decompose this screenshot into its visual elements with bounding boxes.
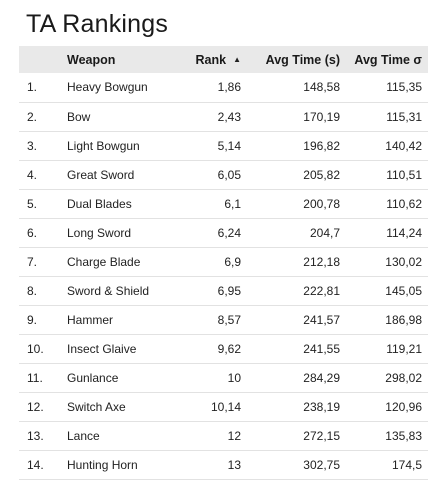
column-header-rank-label: Rank [195, 52, 227, 67]
cell-index: 13. [27, 428, 44, 443]
cell-rank: 8,57 [217, 312, 241, 327]
cell-weapon: Sword & Shield [67, 283, 150, 298]
cell-avg-time: 241,55 [303, 341, 340, 356]
table-row: 9. Hammer 8,57 241,57 186,98 [19, 305, 428, 334]
cell-rank: 10,14 [210, 399, 241, 414]
cell-index: 8. [27, 283, 38, 298]
cell-index: 11. [27, 370, 43, 385]
cell-rank: 13 [227, 457, 241, 472]
table-row: 1. Heavy Bowgun 1,86 148,58 115,35 [19, 73, 428, 102]
cell-avg-time: 302,75 [303, 457, 340, 472]
cell-weapon: Great Sword [67, 167, 135, 182]
cell-avg-time-sigma: 110,62 [386, 196, 422, 211]
cell-index: 7. [27, 254, 38, 269]
cell-rank: 6,95 [217, 283, 241, 298]
cell-index: 12. [27, 399, 44, 414]
table-row: 14. Hunting Horn 13 302,75 174,5 [19, 450, 428, 479]
cell-rank: 2,43 [217, 109, 241, 124]
column-header-rank[interactable]: Rank ▲ [157, 46, 247, 73]
cell-avg-time-sigma: 119,21 [386, 341, 422, 356]
cell-rank: 6,1 [224, 196, 241, 211]
cell-index: 2. [27, 109, 38, 124]
cell-avg-time: 272,15 [303, 428, 340, 443]
cell-rank: 1,86 [217, 80, 241, 95]
table-row: 12. Switch Axe 10,14 238,19 120,96 [19, 392, 428, 421]
cell-index: 6. [27, 225, 38, 240]
cell-avg-time: 212,18 [303, 254, 340, 269]
cell-weapon: Hunting Horn [67, 457, 138, 472]
cell-avg-time: 196,82 [303, 138, 340, 153]
rankings-table: Weapon Rank ▲ Avg Time (s) Avg Time σ 1. H… [19, 46, 428, 480]
cell-weapon: Heavy Bowgun [67, 80, 148, 95]
table-row: 2. Bow 2,43 170,19 115,31 [19, 102, 428, 131]
cell-index: 10. [27, 341, 44, 356]
cell-avg-time-sigma: 110,51 [386, 167, 422, 182]
cell-avg-time-sigma: 120,96 [385, 399, 422, 414]
cell-rank: 10 [227, 370, 241, 385]
column-header-avg-time-sigma[interactable]: Avg Time σ [354, 52, 422, 67]
cell-weapon: Bow [67, 109, 91, 124]
table-body: 1. Heavy Bowgun 1,86 148,58 115,35 2. Bow 2,43 1… [19, 73, 428, 479]
cell-weapon: Dual Blades [67, 196, 132, 211]
cell-avg-time: 204,7 [309, 225, 340, 240]
column-header-index [19, 46, 59, 73]
cell-index: 14. [27, 457, 44, 472]
cell-avg-time-sigma: 135,83 [385, 428, 422, 443]
table-header-row: Weapon Rank ▲ Avg Time (s) Avg Time σ [19, 46, 428, 73]
cell-rank: 5,14 [217, 138, 241, 153]
cell-weapon: Charge Blade [67, 254, 141, 269]
table-row: 8. Sword & Shield 6,95 222,81 145,05 [19, 276, 428, 305]
cell-weapon: Light Bowgun [67, 138, 140, 153]
cell-index: 9. [27, 312, 38, 327]
table-row: 10. Insect Glaive 9,62 241,55 119,21 [19, 334, 428, 363]
cell-index: 3. [27, 138, 38, 153]
cell-index: 1. [27, 80, 38, 95]
table-row: 13. Lance 12 272,15 135,83 [19, 421, 428, 450]
cell-avg-time-sigma: 115,31 [386, 109, 422, 124]
column-header-weapon[interactable]: Weapon [67, 52, 116, 67]
cell-avg-time: 241,57 [303, 312, 340, 327]
cell-avg-time-sigma: 130,02 [385, 254, 422, 269]
table-row: 6. Long Sword 6,24 204,7 114,24 [19, 218, 428, 247]
cell-weapon: Lance [67, 428, 100, 443]
cell-rank: 6,9 [224, 254, 241, 269]
table-row: 4. Great Sword 6,05 205,82 110,51 [19, 160, 428, 189]
cell-avg-time-sigma: 145,05 [385, 283, 422, 298]
cell-avg-time-sigma: 298,02 [385, 370, 422, 385]
cell-avg-time-sigma: 186,98 [385, 312, 422, 327]
cell-avg-time: 284,29 [303, 370, 340, 385]
table-row: 11. Gunlance 10 284,29 298,02 [19, 363, 428, 392]
cell-weapon: Gunlance [67, 370, 119, 385]
sort-ascending-icon[interactable]: ▲ [233, 54, 241, 64]
cell-weapon: Hammer [67, 312, 114, 327]
cell-weapon: Insect Glaive [67, 341, 137, 356]
cell-avg-time: 238,19 [303, 399, 340, 414]
cell-weapon: Long Sword [67, 225, 132, 240]
cell-index: 5. [27, 196, 38, 211]
cell-avg-time-sigma: 114,24 [386, 225, 422, 240]
cell-avg-time-sigma: 140,42 [385, 138, 422, 153]
cell-rank: 9,62 [217, 341, 241, 356]
cell-avg-time: 205,82 [303, 167, 340, 182]
cell-rank: 12 [227, 428, 241, 443]
cell-avg-time: 200,78 [303, 196, 340, 211]
page-title: TA Rankings [26, 10, 169, 38]
cell-avg-time: 170,19 [303, 109, 340, 124]
cell-avg-time-sigma: 174,5 [391, 457, 422, 472]
cell-avg-time: 222,81 [303, 283, 340, 298]
table-row: 7. Charge Blade 6,9 212,18 130,02 [19, 247, 428, 276]
cell-avg-time: 148,58 [303, 80, 340, 95]
column-header-avg-time[interactable]: Avg Time (s) [265, 52, 340, 67]
cell-rank: 6,05 [217, 167, 241, 182]
table-row: 3. Light Bowgun 5,14 196,82 140,42 [19, 131, 428, 160]
table-row: 5. Dual Blades 6,1 200,78 110,62 [19, 189, 428, 218]
cell-index: 4. [27, 167, 38, 182]
cell-weapon: Switch Axe [67, 399, 126, 414]
cell-avg-time-sigma: 115,35 [386, 80, 422, 95]
cell-rank: 6,24 [217, 225, 241, 240]
